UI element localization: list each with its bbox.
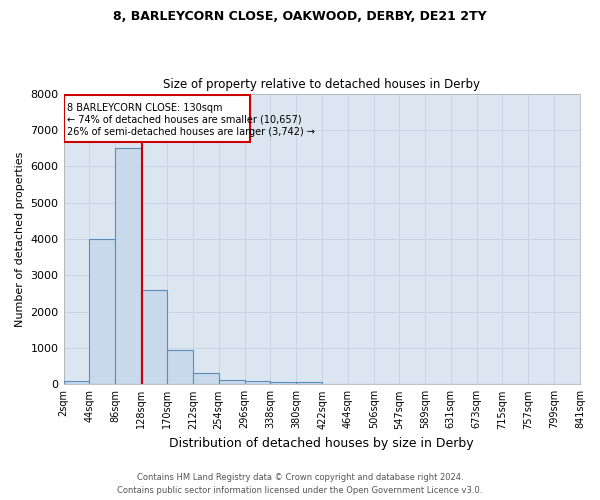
Bar xyxy=(245,380,271,384)
Bar xyxy=(115,148,141,384)
Bar xyxy=(64,95,250,142)
Bar xyxy=(296,382,322,384)
Bar xyxy=(218,380,245,384)
Bar xyxy=(271,382,296,384)
Bar xyxy=(89,239,115,384)
Text: ← 74% of detached houses are smaller (10,657): ← 74% of detached houses are smaller (10… xyxy=(67,115,301,125)
Bar xyxy=(193,374,218,384)
X-axis label: Distribution of detached houses by size in Derby: Distribution of detached houses by size … xyxy=(169,437,474,450)
Bar xyxy=(167,350,193,384)
Text: 26% of semi-detached houses are larger (3,742) →: 26% of semi-detached houses are larger (… xyxy=(67,128,314,138)
Y-axis label: Number of detached properties: Number of detached properties xyxy=(15,151,25,326)
Text: Contains HM Land Registry data © Crown copyright and database right 2024.
Contai: Contains HM Land Registry data © Crown c… xyxy=(118,474,482,495)
Text: 8 BARLEYCORN CLOSE: 130sqm: 8 BARLEYCORN CLOSE: 130sqm xyxy=(67,102,222,113)
Text: 8, BARLEYCORN CLOSE, OAKWOOD, DERBY, DE21 2TY: 8, BARLEYCORN CLOSE, OAKWOOD, DERBY, DE2… xyxy=(113,10,487,23)
Bar xyxy=(64,380,89,384)
Title: Size of property relative to detached houses in Derby: Size of property relative to detached ho… xyxy=(163,78,480,91)
Bar xyxy=(141,290,167,384)
